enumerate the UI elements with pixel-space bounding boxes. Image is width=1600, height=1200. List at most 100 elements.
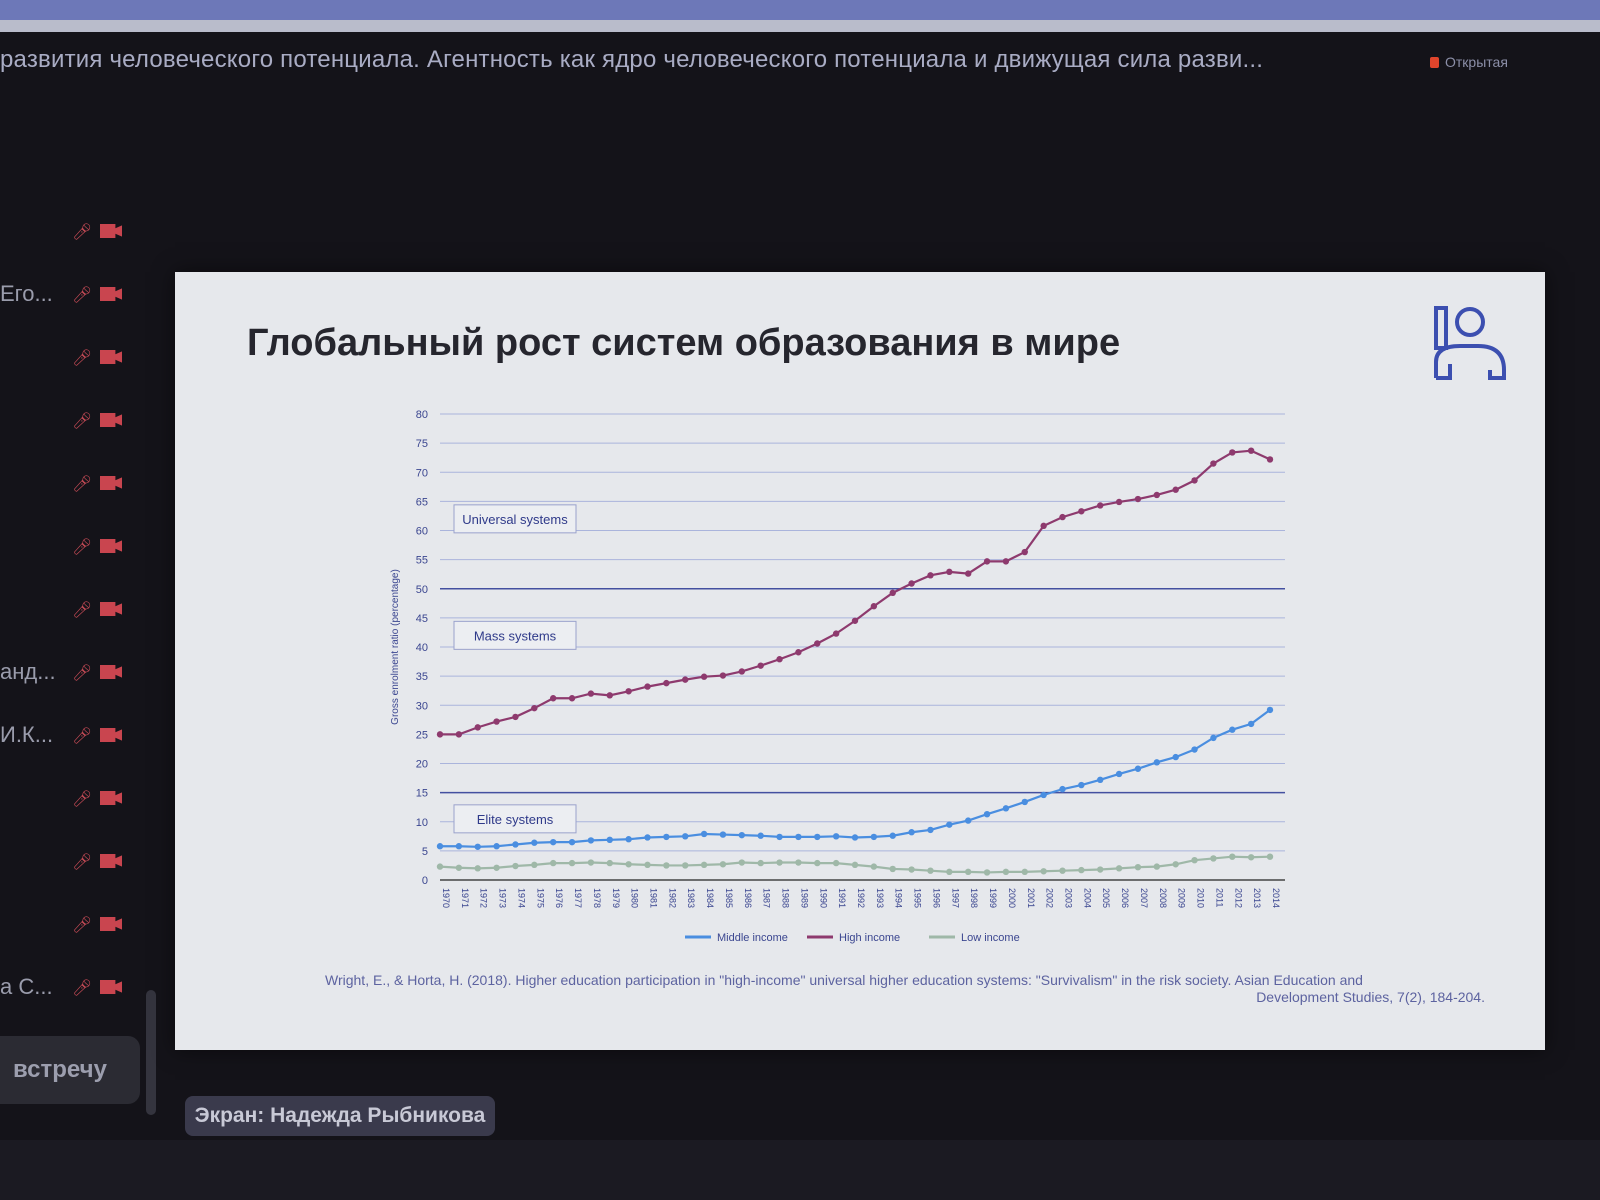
y-tick-label: 75 [416,438,428,450]
data-point-low-income [1210,855,1217,862]
x-tick-label: 1992 [856,888,866,908]
participant-row[interactable]: 🎤︎ [0,470,160,500]
participant-row[interactable]: 🎤︎ [0,407,160,437]
y-tick-label: 80 [416,409,428,421]
mic-muted-icon: 🎤︎ [72,602,93,619]
data-point-low-income [1059,867,1066,874]
data-point-high-income [795,649,802,656]
participant-name: И.К... [0,722,54,747]
participant-row[interactable]: И.К... 🎤︎ [0,722,160,752]
data-point-low-income [1191,856,1198,864]
data-point-low-income [1040,868,1047,875]
data-point-low-income [964,868,972,876]
badge-label: Открытая [1445,54,1508,70]
y-tick-label: 70 [416,467,428,479]
data-point-middle-income [1021,798,1028,806]
data-point-high-income [889,589,896,597]
data-point-low-income [1115,865,1123,872]
data-point-middle-income [1266,706,1274,714]
data-point-high-income [1078,508,1085,515]
x-tick-label: 2011 [1214,888,1224,907]
data-point-middle-income [795,833,802,841]
data-point-high-income [531,704,538,712]
mic-muted-icon: 🎤︎ [72,665,93,682]
data-point-middle-income [889,832,896,839]
annotation-elite-systems: Elite systems [453,804,577,834]
data-point-middle-income [549,838,557,846]
data-point-high-income [964,570,972,577]
y-tick-label: 30 [416,700,428,712]
data-point-high-income [1115,498,1123,506]
camera-off-icon [100,539,122,553]
data-point-high-income [549,695,557,702]
data-point-high-income [983,558,991,565]
participant-row[interactable]: 🎤︎ [0,911,160,941]
x-tick-label: 1996 [931,888,941,908]
data-point-high-income [493,718,500,725]
data-point-high-income [1059,513,1066,521]
mic-muted-icon: 🎤︎ [72,728,93,745]
data-point-middle-income [512,841,519,848]
data-point-middle-income [1134,765,1142,772]
x-tick-label: 2006 [1120,888,1130,908]
y-tick-label: 5 [422,846,428,858]
data-point-middle-income [851,834,859,841]
data-point-low-income [832,859,840,867]
join-meeting-button[interactable]: встречу [0,1036,140,1104]
data-point-middle-income [644,834,651,841]
data-point-middle-income [1002,805,1010,812]
y-tick-label: 50 [416,584,428,596]
screen-share-label: Экран: Надежда Рыбникова [185,1096,495,1136]
camera-off-icon [100,917,122,931]
data-point-low-income [663,862,670,869]
participant-row[interactable]: анд... 🎤︎ [0,659,160,689]
data-point-middle-income [700,830,708,838]
participant-row[interactable]: а С... 🎤︎ [0,974,160,1004]
y-tick-label: 40 [416,642,428,654]
data-point-low-income [493,864,500,871]
participant-name: Его... [0,281,53,306]
participant-row[interactable]: 🎤︎ [0,785,160,815]
y-tick-label: 35 [416,671,428,683]
camera-off-icon [100,665,122,679]
x-tick-label: 1981 [649,888,659,908]
data-point-low-income [568,859,576,867]
data-point-middle-income [587,837,595,844]
x-tick-label: 1998 [969,888,979,908]
participant-row[interactable]: Его... 🎤︎ [0,281,160,311]
participant-row[interactable]: 🎤︎ [0,344,160,374]
x-tick-label: 2002 [1045,888,1055,908]
mic-muted-icon: 🎤︎ [72,287,93,304]
data-point-high-income [1153,491,1161,499]
data-point-high-income [512,713,519,721]
participant-row[interactable]: 🎤︎ [0,596,160,626]
data-point-middle-income [1172,753,1179,761]
y-tick-label: 15 [416,788,428,800]
data-point-low-income [512,862,519,870]
data-point-middle-income [682,833,689,840]
data-point-high-income [946,568,953,576]
annotation-label: Universal systems [462,512,568,527]
x-tick-label: 1973 [498,888,508,908]
annotation-label: Mass systems [474,628,557,643]
annotation-box [453,804,577,834]
participant-row[interactable]: 🎤︎ [0,848,160,878]
y-tick-label: 0 [422,875,428,887]
data-point-high-income [870,603,878,610]
participant-row[interactable]: 🎤︎ [0,218,160,248]
sidebar-scrollbar[interactable] [146,990,156,1115]
x-tick-label: 1979 [611,888,621,908]
x-tick-label: 1971 [460,888,470,908]
legend-label-low-income: Low income [961,932,1020,944]
data-point-low-income [776,859,783,866]
data-point-low-income [795,859,802,866]
x-tick-label: 2004 [1082,888,1092,908]
camera-off-icon [100,413,122,427]
data-point-high-income [851,617,859,624]
data-point-high-income [1040,522,1047,530]
x-tick-label: 2001 [1026,888,1036,908]
data-point-high-income [474,724,481,731]
participant-row[interactable]: 🎤︎ [0,533,160,563]
data-point-high-income [1021,548,1028,556]
y-axis-label: Gross enrolment ratio (percentage) [390,569,401,725]
